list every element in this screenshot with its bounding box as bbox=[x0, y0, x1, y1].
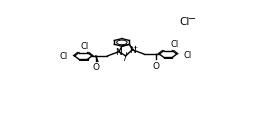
Text: Cl: Cl bbox=[171, 40, 179, 48]
Text: Cl: Cl bbox=[81, 41, 89, 50]
Text: Cl: Cl bbox=[183, 50, 191, 59]
Text: O: O bbox=[152, 61, 159, 70]
Text: Cl: Cl bbox=[60, 52, 68, 61]
Text: −: − bbox=[188, 14, 196, 24]
Text: O: O bbox=[92, 63, 99, 72]
Text: +: + bbox=[133, 45, 138, 50]
Text: N: N bbox=[129, 46, 136, 55]
Text: /: / bbox=[124, 52, 127, 61]
Text: Cl: Cl bbox=[179, 16, 190, 26]
Text: N: N bbox=[116, 48, 122, 57]
